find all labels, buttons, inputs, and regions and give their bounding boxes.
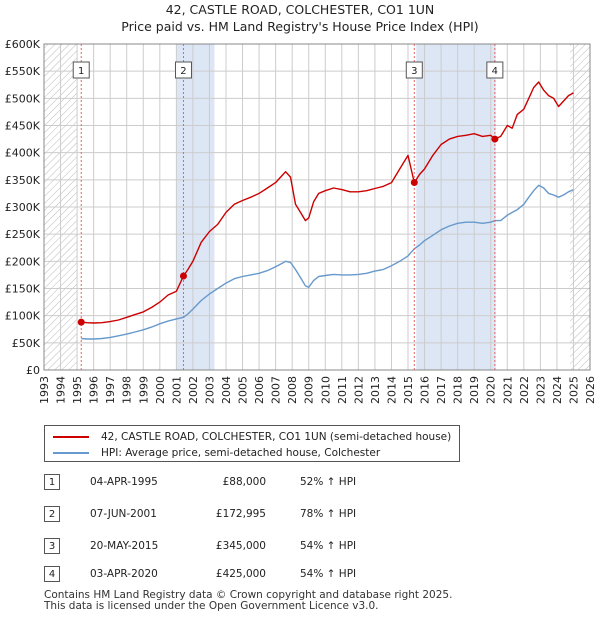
x-tick-label: 2020 (485, 376, 498, 404)
sale-hpi-change: 54% ↑ HPI (300, 568, 357, 580)
footer-copyright: Contains HM Land Registry data © Crown c… (44, 589, 453, 601)
x-tick-label: 2001 (170, 376, 183, 404)
y-tick-label: £100K (5, 310, 41, 323)
sale-row: 4 03-APR-2020 £425,000 54% ↑ HPI (44, 566, 404, 584)
y-tick-label: £50K (12, 337, 41, 350)
y-tick-label: £350K (5, 174, 41, 187)
y-tick-label: £200K (5, 255, 41, 268)
sale-hpi-change: 52% ↑ HPI (300, 476, 357, 488)
sale-number-badge: 1 (44, 474, 60, 490)
x-tick-label: 1995 (71, 376, 84, 404)
x-tick-label: 2017 (435, 376, 448, 404)
x-tick-label: 2011 (336, 376, 349, 404)
plot-border (43, 43, 591, 371)
x-tick-label: 1993 (38, 376, 51, 404)
x-tick-label: 2004 (220, 376, 233, 404)
footer-licence: This data is licensed under the Open Gov… (44, 600, 379, 612)
y-tick-label: £450K (5, 120, 41, 133)
sale-marker-box (405, 61, 423, 79)
x-tick-label: 1996 (88, 376, 101, 404)
x-tick-label: 2014 (385, 376, 398, 404)
y-tick-label: £600K (5, 38, 41, 51)
x-tick-label: 2026 (584, 376, 597, 404)
x-tick-label: 2008 (286, 376, 299, 404)
sale-date: 03-APR-2020 (90, 568, 158, 580)
sale-marker-box (486, 61, 504, 79)
x-tick-label: 2022 (518, 376, 531, 404)
y-tick-label: £300K (5, 201, 41, 214)
sale-price: £172,995 (215, 508, 266, 520)
y-tick-label: £250K (5, 228, 41, 241)
legend: 42, CASTLE ROAD, COLCHESTER, CO1 1UN (se… (44, 425, 460, 462)
sale-date: 07-JUN-2001 (90, 508, 157, 520)
x-tick-label: 2007 (270, 376, 283, 404)
x-tick-label: 2012 (352, 376, 365, 404)
legend-swatch-price (53, 436, 89, 438)
chart-subtitle: Price paid vs. HM Land Registry's House … (121, 19, 479, 34)
footer: Contains HM Land Registry data © Crown c… (44, 590, 452, 612)
x-tick-label: 2023 (534, 376, 547, 404)
sale-marker-label: 3 (411, 66, 417, 77)
sale-point (491, 135, 499, 143)
legend-label-price: 42, CASTLE ROAD, COLCHESTER, CO1 1UN (se… (101, 431, 452, 443)
sale-marker-label: 2 (180, 66, 186, 77)
x-tick-label: 2024 (551, 376, 564, 404)
legend-item-price: 42, CASTLE ROAD, COLCHESTER, CO1 1UN (se… (53, 429, 451, 445)
x-tick-label: 1999 (137, 376, 150, 404)
sale-price: £425,000 (215, 568, 266, 580)
legend-swatch-hpi (53, 452, 89, 454)
y-tick-label: £150K (5, 283, 41, 296)
price-chart: £0 £50K £100K £150K £200K £250K £300K £350K £400… (5, 38, 597, 404)
x-tick-label: 2005 (237, 376, 250, 404)
y-tick-label: £0 (26, 364, 40, 377)
sale-number-badge: 4 (44, 566, 60, 582)
x-tick-label: 2000 (154, 376, 167, 404)
sale-point (410, 179, 418, 187)
legend-label-hpi: HPI: Average price, semi-detached house,… (101, 447, 381, 459)
sale-marker-box (174, 61, 192, 79)
sale-price: £88,000 (222, 476, 266, 488)
x-tick-label: 2018 (452, 376, 465, 404)
y-tick-label: £400K (5, 147, 41, 160)
sale-row: 2 07-JUN-2001 £172,995 78% ↑ HPI (44, 506, 404, 524)
sale-point (77, 318, 85, 326)
sale-date: 04-APR-1995 (90, 476, 158, 488)
x-tick-label: 2015 (402, 376, 415, 404)
x-tick-label: 1997 (104, 376, 117, 404)
x-tick-label: 2009 (303, 376, 316, 404)
sale-marker-box (72, 61, 90, 79)
sale-row: 3 20-MAY-2015 £345,000 54% ↑ HPI (44, 538, 404, 556)
x-tick-label: 2013 (369, 376, 382, 404)
sale-marker-label: 4 (492, 66, 498, 77)
sale-marker-label: 1 (78, 66, 84, 77)
sale-number-badge: 3 (44, 538, 60, 554)
sale-hpi-change: 78% ↑ HPI (300, 508, 357, 520)
y-tick-label: £550K (5, 65, 41, 78)
x-tick-label: 1998 (121, 376, 134, 404)
x-tick-label: 2003 (203, 376, 216, 404)
sale-number-badge: 2 (44, 506, 60, 522)
x-tick-label: 1994 (55, 376, 68, 404)
sale-price: £345,000 (215, 540, 266, 552)
x-tick-label: 2010 (319, 376, 332, 404)
sale-point (179, 272, 187, 280)
sale-hpi-change: 54% ↑ HPI (300, 540, 357, 552)
x-tick-label: 2021 (501, 376, 514, 404)
chart-title: 42, CASTLE ROAD, COLCHESTER, CO1 1UN (165, 2, 435, 17)
x-tick-label: 2019 (468, 376, 481, 404)
sale-date: 20-MAY-2015 (90, 540, 159, 552)
price-paid-line (81, 81, 574, 324)
legend-item-hpi: HPI: Average price, semi-detached house,… (53, 445, 380, 461)
x-tick-label: 2025 (567, 376, 580, 404)
sale-row: 1 04-APR-1995 £88,000 52% ↑ HPI (44, 474, 404, 492)
x-tick-label: 2016 (419, 376, 432, 404)
hpi-line (81, 184, 574, 340)
x-tick-label: 2006 (253, 376, 266, 404)
y-tick-label: £500K (5, 92, 41, 105)
x-tick-label: 2002 (187, 376, 200, 404)
